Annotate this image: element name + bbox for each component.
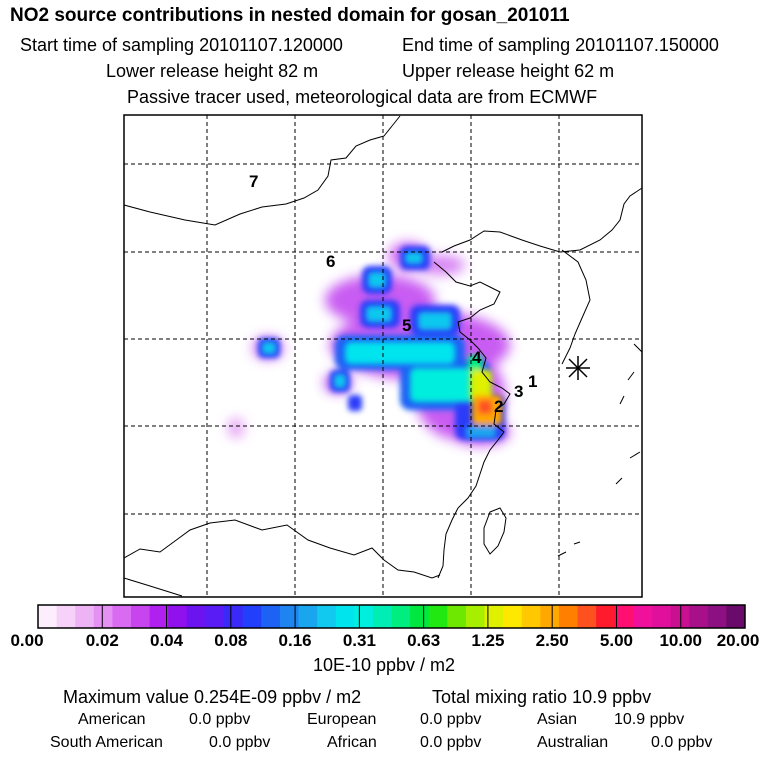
start-time: Start time of sampling 20101107.120000: [20, 35, 343, 55]
region-name: European: [307, 711, 377, 728]
tracer-note: Passive tracer used, meteorological data…: [127, 87, 598, 107]
colorbar-swatch: [261, 605, 281, 628]
colorbar-swatch: [242, 605, 262, 628]
colorbar-swatch: [112, 605, 132, 628]
total-mixing-ratio: Total mixing ratio 10.9 ppbv: [432, 687, 652, 707]
colorbar-swatch: [56, 605, 76, 628]
colorbar-swatch: [521, 605, 541, 628]
colorbar-swatch: [317, 605, 337, 628]
colorbar-tick-label: 0.02: [85, 631, 119, 650]
region-label-2: 2: [494, 397, 504, 416]
region-value: 0.0 ppbv: [420, 734, 482, 751]
colorbar-tick-label: 0.00: [10, 631, 44, 650]
colorbar-swatch: [410, 605, 430, 628]
region-value: 0.0 ppbv: [189, 711, 251, 728]
colorbar-tick-label: 0.31: [342, 631, 376, 650]
colorbar: [37, 604, 746, 629]
colorbar-swatch: [503, 605, 523, 628]
colorbar-swatch: [577, 605, 597, 628]
colorbar-swatch: [651, 605, 672, 628]
region-value: 0.0 ppbv: [651, 734, 713, 751]
region-value: 0.0 ppbv: [209, 734, 271, 751]
region-name: African: [327, 734, 377, 751]
region-label-4: 4: [472, 348, 482, 367]
colorbar-tick-label: 5.00: [599, 631, 633, 650]
colorbar-tick-label: 0.63: [407, 631, 441, 650]
colorbar-swatch: [131, 605, 151, 628]
region-name: South American: [50, 734, 163, 751]
colorbar-swatch: [707, 605, 727, 628]
colorbar-swatch: [75, 605, 95, 628]
colorbar-tick-label: 0.08: [214, 631, 248, 650]
region-label-1: 1: [528, 372, 538, 391]
colorbar-swatch: [428, 605, 448, 628]
region-name: American: [78, 711, 146, 728]
colorbar-swatch: [484, 605, 504, 628]
colorbar-swatch: [279, 605, 299, 628]
colorbar-swatch: [670, 605, 690, 628]
colorbar-swatch: [335, 605, 355, 628]
region-label-6: 6: [326, 252, 336, 271]
colorbar-swatch: [596, 605, 616, 628]
colorbar-swatch: [558, 605, 579, 628]
max-value: Maximum value 0.254E-09 ppbv / m2: [63, 687, 362, 707]
colorbar-tick-label: 0.04: [149, 631, 184, 650]
region-label-3: 3: [514, 382, 524, 401]
colorbar-swatch: [372, 605, 392, 628]
region-value: 10.9 ppbv: [614, 711, 685, 728]
colorbar-swatch: [93, 605, 113, 628]
region-value: 0.0 ppbv: [420, 711, 482, 728]
colorbar-swatch: [224, 605, 244, 628]
colorbar-swatch: [726, 605, 746, 628]
region-label-5: 5: [402, 316, 412, 335]
colorbar-tick-label: 1.25: [471, 631, 505, 650]
colorbar-units: 10E-10 ppbv / m2: [312, 655, 456, 675]
colorbar-swatch: [186, 605, 206, 628]
colorbar-swatch: [149, 605, 169, 628]
region-name: Australian: [537, 734, 609, 751]
colorbar-tick-label: 0.16: [278, 631, 312, 650]
colorbar-swatch: [614, 605, 634, 628]
colorbar-swatch: [205, 605, 225, 628]
colorbar-swatch: [540, 605, 560, 628]
colorbar-frame: [37, 604, 746, 629]
end-time: End time of sampling 20101107.150000: [402, 35, 719, 55]
colorbar-swatch: [38, 605, 58, 628]
plume-core: [262, 252, 480, 402]
colorbar-swatch: [689, 605, 709, 628]
colorbar-swatch: [298, 605, 318, 628]
upper-release-height: Upper release height 62 m: [402, 61, 615, 81]
colorbar-swatch: [465, 605, 486, 628]
colorbar-swatch: [354, 605, 374, 628]
colorbar-swatch: [391, 605, 411, 628]
region-name: Asian: [537, 711, 578, 728]
colorbar-tick-label: 10.00: [659, 631, 702, 650]
graticule: [124, 115, 642, 597]
colorbar-swatch: [168, 605, 188, 628]
colorbar-tick-label: 20.00: [716, 631, 760, 650]
colorbar-swatch: [633, 605, 653, 628]
colorbar-tick-label: 2.50: [535, 631, 569, 650]
region-label-7: 7: [249, 172, 259, 191]
colorbar-swatch: [447, 605, 467, 628]
lower-release-height: Lower release height 82 m: [106, 61, 319, 81]
page-title: NO2 source contributions in nested domai…: [10, 5, 570, 26]
map-frame: [123, 114, 643, 598]
receptor-asterisk-icon: [566, 356, 590, 380]
